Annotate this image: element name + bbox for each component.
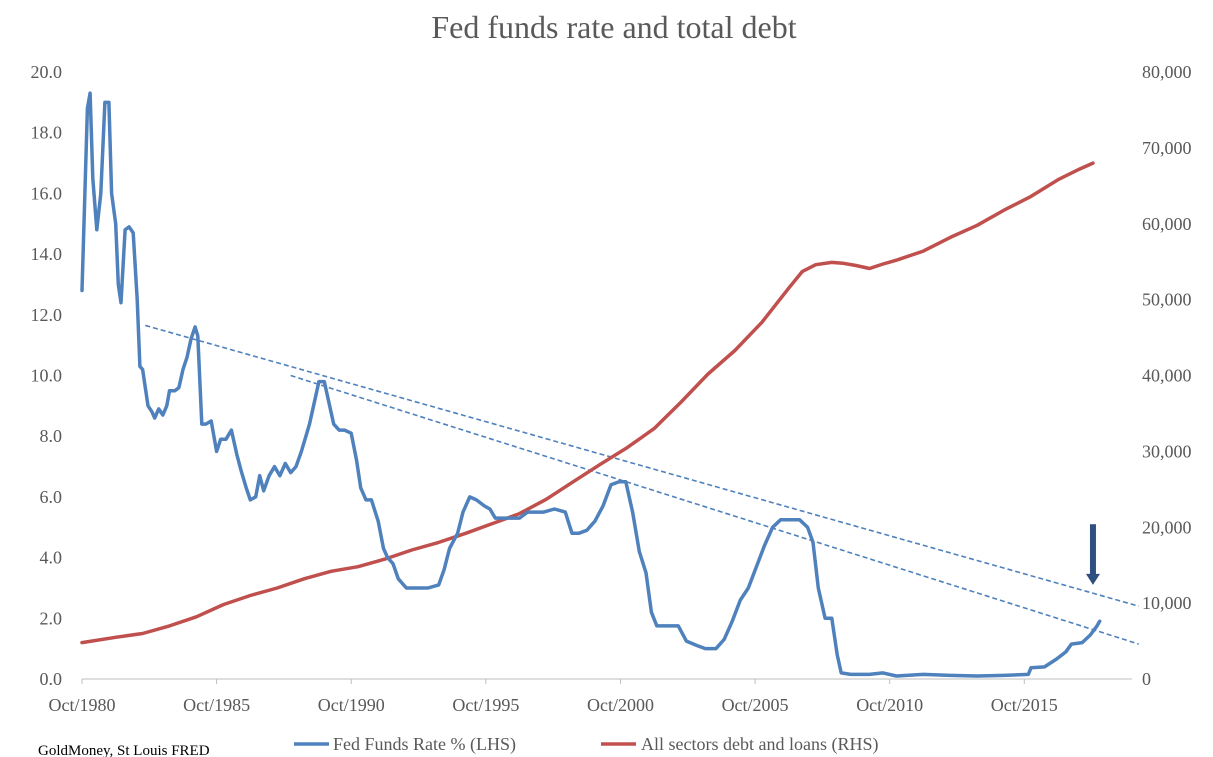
y-left-tick-label: 14.0 [31,244,63,264]
x-tick-label: Oct/2005 [722,695,789,715]
source-note: GoldMoney, St Louis FRED [38,743,210,757]
trendline [290,374,1139,645]
y-right-tick-label: 70,000 [1142,138,1192,158]
y-right-tick-label: 10,000 [1142,593,1192,613]
y-right-tick-label: 0 [1142,669,1151,689]
trendlines [145,324,1139,645]
chart-title: Fed funds rate and total debt [431,9,796,45]
y-left-tick-label: 18.0 [31,123,63,143]
x-tick-label: Oct/1985 [183,695,250,715]
x-tick-label: Oct/2015 [991,695,1058,715]
y-left-ticks: 0.0 2.0 4.0 6.0 8.0 10.0 12.0 14.0 16.0 18.0 20.0 [31,62,63,689]
arrow-annotation-head [1085,573,1100,585]
series-lines [80,91,1102,678]
legend: Fed Funds Rate % (LHS) All sectors debt … [294,734,878,755]
legend-label-fed-funds: Fed Funds Rate % (LHS) [333,734,516,755]
y-right-tick-label: 60,000 [1142,214,1192,234]
y-left-tick-label: 10.0 [31,366,63,386]
series-line-fed-funds [80,91,1102,678]
y-right-tick-label: 20,000 [1142,517,1192,537]
y-left-tick-label: 16.0 [31,183,63,203]
y-left-tick-label: 4.0 [40,548,63,568]
x-tick-label: Oct/2010 [856,695,923,715]
x-tick-label: Oct/1995 [452,695,519,715]
x-tick-label: Oct/2000 [587,695,654,715]
arrow-annotation-shaft [1089,524,1096,575]
y-left-tick-label: 20.0 [31,62,63,82]
series-line-debt [80,161,1095,645]
y-right-tick-label: 80,000 [1142,62,1192,82]
x-tick-label: Oct/1980 [49,695,116,715]
y-left-tick-label: 2.0 [40,608,63,628]
y-left-tick-label: 12.0 [31,305,63,325]
y-right-tick-label: 40,000 [1142,366,1192,386]
y-left-tick-label: 6.0 [40,487,63,507]
y-left-tick-label: 0.0 [40,669,63,689]
y-left-tick-label: 8.0 [40,426,63,446]
legend-label-debt: All sectors debt and loans (RHS) [641,734,878,755]
x-tick-label: Oct/1990 [318,695,385,715]
y-right-ticks: 0 10,000 20,000 30,000 40,000 50,000 60,000 70,… [1142,62,1192,689]
trendline [145,324,1139,607]
y-right-tick-label: 30,000 [1142,441,1192,461]
x-ticks: Oct/1980 Oct/1985 Oct/1990 Oct/1995 Oct/2000… [49,679,1058,715]
y-right-tick-label: 50,000 [1142,290,1192,310]
annotations [1085,524,1100,585]
